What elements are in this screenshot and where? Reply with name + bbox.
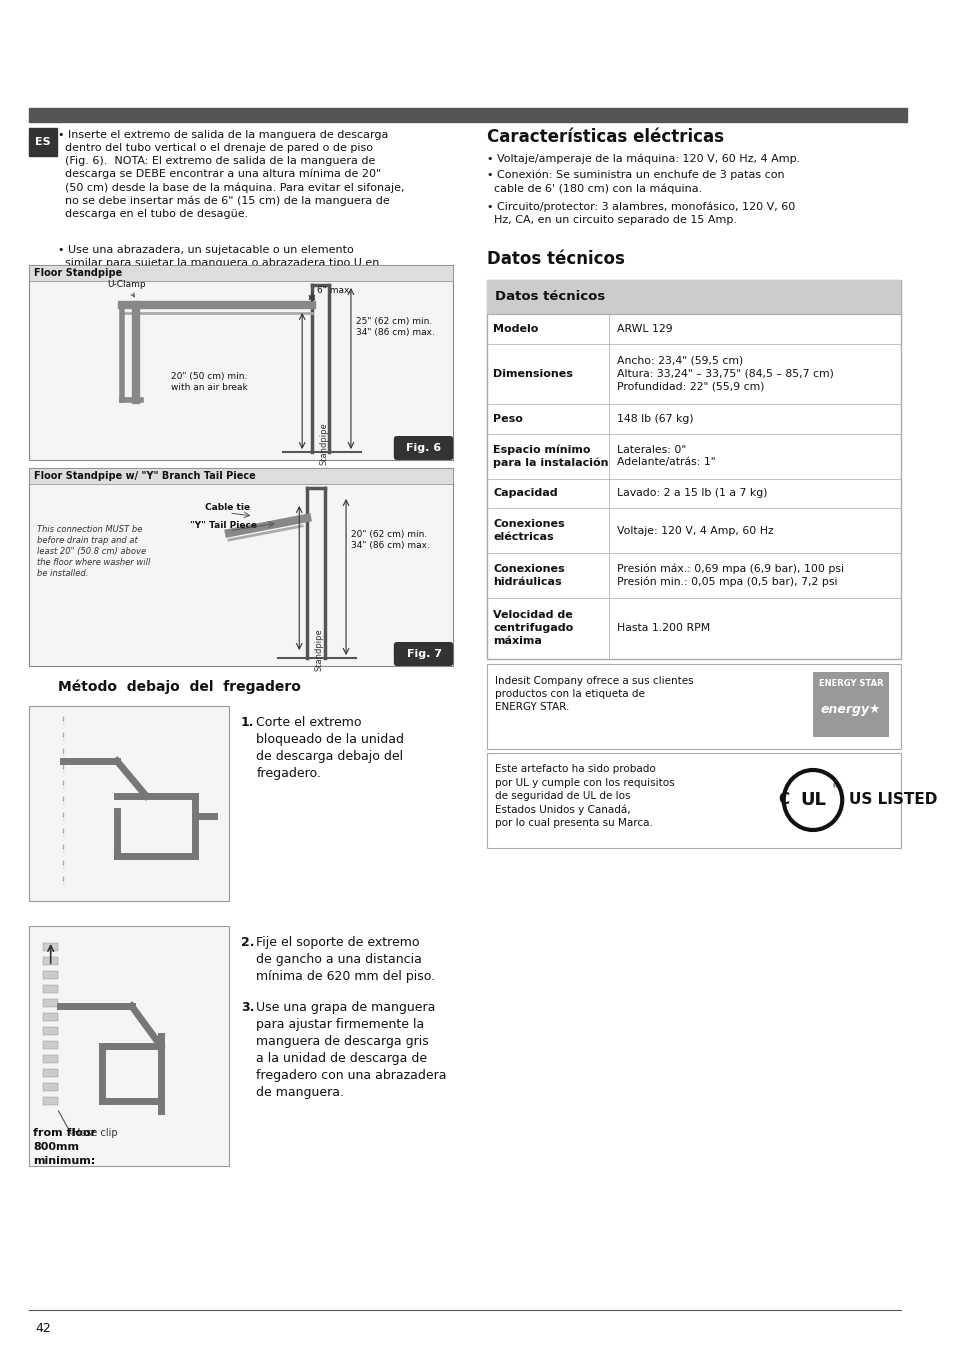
Text: Corte el extremo
bloqueado de la unidad
de descarga debajo del
fregadero.: Corte el extremo bloqueado de la unidad … [256,716,404,780]
Text: • Conexión: Se suministra un enchufe de 3 patas con
  cable de 6' (180 cm) con l: • Conexión: Se suministra un enchufe de … [487,170,784,194]
Circle shape [783,769,841,830]
Text: Ancho: 23,4" (59,5 cm)
Altura: 33,24" – 33,75" (84,5 – 85,7 cm)
Profundidad: 22": Ancho: 23,4" (59,5 cm) Altura: 33,24" – … [617,356,833,392]
Text: Fig. 7: Fig. 7 [406,649,441,659]
Text: from floor: from floor [33,1129,96,1138]
Text: Modelo: Modelo [493,324,538,333]
Text: ENERGY STAR: ENERGY STAR [818,679,882,688]
Text: 25" (62 cm) min.
34" (86 cm) max.: 25" (62 cm) min. 34" (86 cm) max. [355,317,435,338]
Text: • Inserte el extremo de salida de la manguera de descarga
  dentro del tubo vert: • Inserte el extremo de salida de la man… [58,130,405,219]
Bar [43,1054,58,1062]
Bar [43,1027,58,1035]
Text: Floor Standpipe w/ "Y" Branch Tail Piece: Floor Standpipe w/ "Y" Branch Tail Piece [34,471,255,481]
Text: 42: 42 [35,1322,51,1335]
Text: ®: ® [831,783,838,788]
Text: Datos técnicos: Datos técnicos [495,290,605,304]
Text: "Y" Tail Piece: "Y" Tail Piece [190,521,256,531]
Bar [812,671,888,737]
Text: Use una grapa de manguera
para ajustar firmemente la
manguera de descarga gris
a: Use una grapa de manguera para ajustar f… [256,1000,446,1099]
Text: Capacidad: Capacidad [493,489,558,498]
Text: C: C [778,792,788,807]
Bar [43,1012,58,1021]
Bar [487,663,900,748]
Bar [43,986,58,994]
Text: 148 lb (67 kg): 148 lb (67 kg) [617,413,693,424]
Text: UL: UL [800,791,825,809]
Bar [43,971,58,979]
Bar [43,1069,58,1077]
Text: ARWL 129: ARWL 129 [617,324,672,333]
Text: U-Clamp: U-Clamp [107,279,146,297]
Text: Dimensiones: Dimensiones [493,369,573,379]
Text: Hasta 1.200 RPM: Hasta 1.200 RPM [617,624,710,633]
Bar [43,957,58,965]
Text: 20" (50 cm) min.
with an air break: 20" (50 cm) min. with an air break [171,371,247,392]
Bar [487,279,900,315]
Text: ES: ES [35,136,51,147]
Text: Lavado: 2 a 15 lb (1 a 7 kg): Lavado: 2 a 15 lb (1 a 7 kg) [617,489,767,498]
Text: • Use una abrazadera, un sujetacable o un elemento
  similar para sujetar la man: • Use una abrazadera, un sujetacable o u… [58,244,379,281]
Text: 6" max.: 6" max. [316,286,352,296]
Text: 20" (62 cm) min.
34" (86 cm) max.: 20" (62 cm) min. 34" (86 cm) max. [351,531,430,549]
Text: Standpipe: Standpipe [319,423,329,464]
Bar [30,108,905,122]
FancyBboxPatch shape [394,643,453,666]
Text: Presión máx.: 0,69 mpa (6,9 bar), 100 psi
Presión min.: 0,05 mpa (0,5 bar), 7,2 : Presión máx.: 0,69 mpa (6,9 bar), 100 ps… [617,563,843,587]
Text: • Circuito/protector: 3 alambres, monofásico, 120 V, 60
  Hz, CA, en un circuito: • Circuito/protector: 3 alambres, monofá… [487,202,795,225]
Text: This connection MUST be
before drain trap and at
least 20" (50.8 cm) above
the f: This connection MUST be before drain tra… [37,525,151,578]
Text: Floor Standpipe: Floor Standpipe [34,269,122,278]
Bar [30,128,56,157]
Text: Laterales: 0"
Adelante/atrás: 1": Laterales: 0" Adelante/atrás: 1" [617,444,715,467]
Bar [30,265,453,281]
Bar [487,279,900,659]
Text: Standpipe: Standpipe [314,628,323,671]
Bar [43,1098,58,1106]
Text: Este artefacto ha sido probado
por UL y cumple con los requisitos
de seguridad d: Este artefacto ha sido probado por UL y … [495,764,674,828]
Text: Fije el soporte de extremo
de gancho a una distancia
mínima de 620 mm del piso.: Fije el soporte de extremo de gancho a u… [256,936,435,983]
Text: 3.: 3. [240,1000,253,1014]
Text: Hose clip: Hose clip [73,1129,117,1138]
Text: energy★: energy★ [820,703,881,716]
Text: 2.: 2. [240,936,254,949]
FancyBboxPatch shape [394,436,453,460]
Text: 1.: 1. [240,716,254,729]
Text: minimum:: minimum: [33,1156,95,1166]
Text: US LISTED: US LISTED [848,792,937,807]
Text: Cable tie: Cable tie [205,504,250,512]
Text: Indesit Company ofrece a sus clientes
productos con la etiqueta de
ENERGY STAR.: Indesit Company ofrece a sus clientes pr… [495,675,693,711]
Text: Espacio mínimo
para la instalación: Espacio mínimo para la instalación [493,444,608,468]
Bar [30,468,453,485]
Bar [30,468,453,666]
Bar [30,706,229,900]
Text: Peso: Peso [493,413,522,424]
Text: Método  debajo  del  fregadero: Método debajo del fregadero [58,680,301,694]
Text: Datos técnicos: Datos técnicos [487,250,624,269]
Text: • Voltaje/amperaje de la máquina: 120 V, 60 Hz, 4 Amp.: • Voltaje/amperaje de la máquina: 120 V,… [487,154,800,165]
Text: 800mm: 800mm [33,1142,79,1152]
Bar [43,999,58,1007]
Text: Características eléctricas: Características eléctricas [487,128,723,146]
Text: Velocidad de
centrifugado
máxima: Velocidad de centrifugado máxima [493,610,573,647]
Bar [487,752,900,848]
Bar [30,926,229,1166]
Bar [43,1041,58,1049]
Bar [30,265,453,460]
Bar [43,944,58,950]
Text: Voltaje: 120 V, 4 Amp, 60 Hz: Voltaje: 120 V, 4 Amp, 60 Hz [617,525,773,536]
Text: Fig. 6: Fig. 6 [406,443,441,454]
Bar [43,1083,58,1091]
Text: Conexiones
eléctricas: Conexiones eléctricas [493,520,564,541]
Text: Conexiones
hidráulicas: Conexiones hidráulicas [493,564,564,587]
